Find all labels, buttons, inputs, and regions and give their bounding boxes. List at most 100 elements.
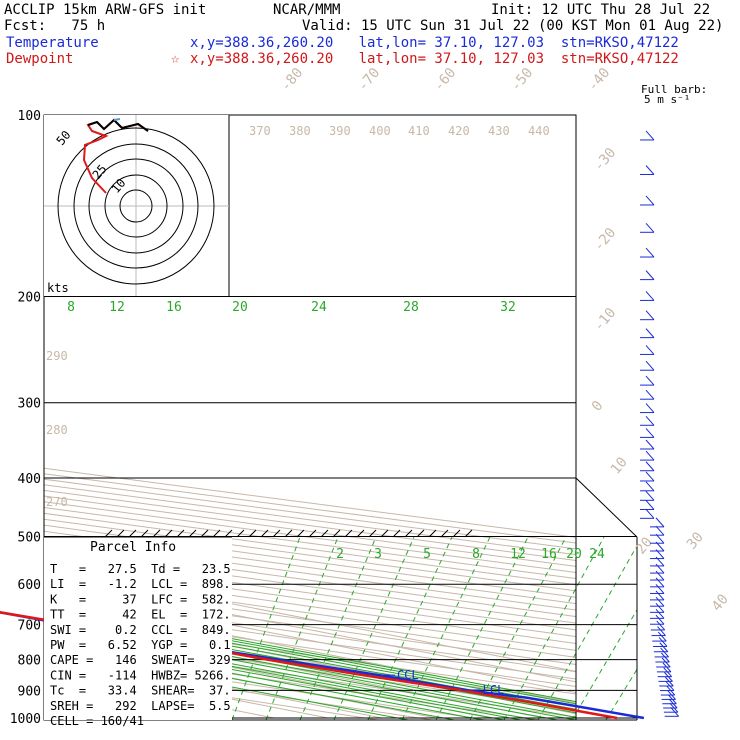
init-time: Init: 12 UTC Thu 28 Jul 22 — [491, 2, 711, 18]
wind-barb-flag — [661, 652, 670, 663]
mixing-ratio-line — [44, 637, 486, 720]
wind-barb-flag — [655, 563, 665, 574]
wind-barb-flag — [645, 270, 655, 280]
hatch-mark — [428, 529, 437, 538]
hatch-mark — [128, 529, 137, 538]
star-icon: ☆ — [171, 51, 180, 67]
hatch-mark — [248, 529, 257, 538]
wind-barb-flag — [655, 525, 665, 536]
wind-barb-flag — [645, 291, 655, 301]
hatch-mark — [308, 529, 317, 538]
mixing-ratio-line — [44, 603, 576, 703]
wind-barb-flag — [655, 556, 665, 567]
hatch-mark — [236, 529, 245, 538]
hatch-mark — [188, 529, 197, 538]
wind-barb-flag — [655, 533, 665, 544]
theta-label: 390 — [329, 124, 351, 138]
pressure-label: 200 — [18, 291, 41, 306]
hatch-mark — [140, 529, 149, 538]
temperature-profile — [0, 611, 645, 720]
wind-barb-flag — [645, 490, 655, 501]
hatch-mark — [104, 529, 113, 538]
parcel-info-row: LI = -1.2 LCL = 898. — [50, 577, 231, 591]
wind-barb-flag — [658, 637, 668, 647]
mixing-ratio-label: 3 — [374, 547, 382, 562]
isotherm-label: 20 — [633, 534, 656, 557]
dry-adiabat-line — [44, 518, 576, 592]
parcel-info-background — [44, 537, 232, 720]
moist-adiabat-line — [469, 537, 567, 720]
full-barb-label: Full barb: — [641, 83, 707, 96]
pressure-label: 900 — [18, 684, 41, 699]
hatch-mark — [344, 529, 353, 538]
wind-barb-flag — [645, 500, 655, 510]
full-barb-units: 5 m s⁻¹ — [644, 93, 690, 106]
parcel-info-row: SREH = 292 LAPSE= 5.5 — [50, 699, 231, 713]
hodograph-units: kts — [47, 281, 69, 295]
wind-barb-flag — [663, 667, 673, 678]
wind-barb-flag — [655, 549, 665, 559]
mixing-ratio-label: 24 — [311, 300, 327, 315]
mixing-ratio-label: 8 — [67, 300, 75, 315]
wind-barb-flag — [662, 662, 672, 673]
wind-barb-flag — [655, 596, 665, 607]
hodograph-ring — [119, 189, 153, 223]
wind-barb-flag — [645, 403, 655, 413]
dry-adiabat-line — [44, 652, 490, 720]
moist-adiabat-line — [367, 537, 453, 720]
mixing-ratio-label: 32 — [500, 300, 516, 315]
dry-adiabat-line — [44, 637, 576, 718]
isotherm-label: -50 — [508, 65, 537, 95]
hatch-mark — [404, 529, 413, 538]
isotherm-label: 0 — [589, 398, 607, 415]
moist-adiabat-lines — [231, 537, 637, 720]
dewpoint-legend: Dewpoint — [6, 51, 74, 67]
mixing-ratio-line — [44, 628, 538, 720]
theta-label: 270 — [46, 495, 68, 509]
wind-barb-flag — [645, 247, 655, 258]
wind-barb-flag — [655, 541, 665, 552]
wind-barb-flag — [645, 471, 655, 482]
mixing-ratio-label: 28 — [403, 300, 419, 315]
isotherm-label: -30 — [591, 145, 620, 175]
hatch-mark — [464, 529, 473, 538]
parcel-info-title: Parcel Info — [90, 540, 176, 555]
isotherm-label: 10 — [608, 454, 631, 477]
moist-adiabat-line — [435, 537, 529, 720]
hatch-mark — [272, 529, 281, 538]
dry-adiabat-line — [44, 630, 576, 710]
parcel-info-row: CIN = -114 HWBZ= 5266. — [50, 668, 231, 682]
hodograph-ring — [73, 143, 199, 269]
mixing-ratio-label: 2 — [336, 547, 344, 562]
wind-barb-flag — [664, 672, 673, 682]
hatch-mark — [164, 529, 173, 538]
wind-barb-flag — [645, 360, 655, 371]
pressure-label: 500 — [18, 530, 41, 545]
wind-barb-flag — [655, 584, 665, 594]
isotherm-line — [0, 115, 4, 718]
wind-barb-flag — [667, 690, 676, 700]
moist-adiabat-line — [401, 537, 491, 720]
temperature-legend: Temperature — [6, 35, 99, 51]
wind-barb-flag — [645, 439, 655, 450]
hatch-mark — [152, 529, 161, 538]
hatch-mark — [284, 529, 293, 538]
model-title: ACCLIP 15km ARW-GFS init — [4, 2, 207, 18]
mixing-ratio-label: 16 — [541, 547, 557, 562]
hodograph-ring — [104, 174, 168, 238]
wind-barb-flag — [645, 461, 655, 472]
mixing-ratio-label: 12 — [109, 300, 125, 315]
wind-barb-flag — [670, 706, 680, 717]
wind-barb-flag — [655, 570, 665, 581]
dry-adiabat-line — [44, 524, 576, 598]
wind-barb-flag — [655, 577, 665, 588]
hatch-mark — [416, 529, 425, 538]
moist-adiabat-line — [231, 537, 301, 720]
mixing-ratio-line — [44, 621, 576, 720]
hatch-mark — [392, 529, 401, 538]
hatch-mark — [116, 529, 125, 538]
wind-barb-flag — [659, 642, 669, 653]
mixing-ratio-label: 12 — [510, 547, 526, 562]
parcel-info-row: CAPE = 146 SWEAT= 329 — [50, 653, 231, 667]
